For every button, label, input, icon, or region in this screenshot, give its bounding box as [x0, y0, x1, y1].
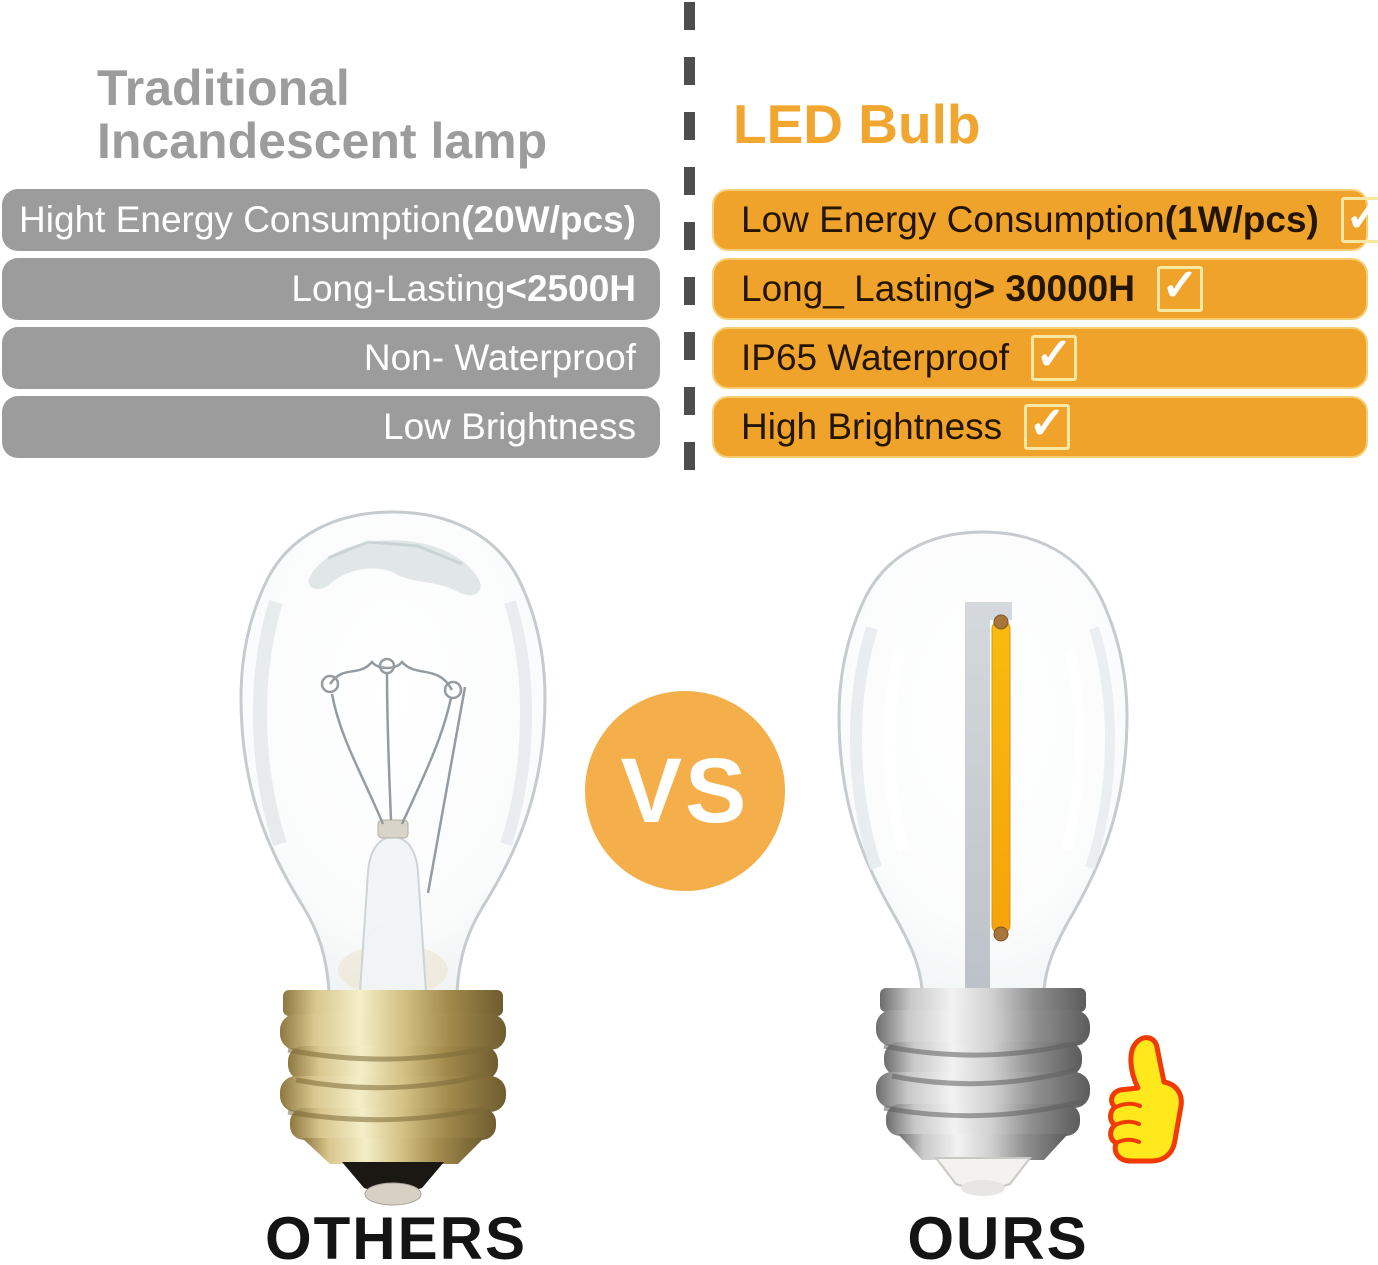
feature-text: IP65 Waterproof	[741, 337, 1010, 378]
feature-bar-non-waterproof: Non- Waterproof	[2, 327, 660, 389]
feature-text: Low Energy Consumption	[741, 199, 1165, 240]
thumbs-up-icon	[1108, 1035, 1184, 1164]
vs-label: VS	[620, 739, 750, 842]
feature-text-bold: <2500H	[505, 268, 636, 309]
traditional-feature-list: Hight Energy Consumption (20W/pcs) Long-L…	[2, 189, 660, 458]
check-glyph: ✓	[1035, 330, 1073, 379]
checkbox-checked-icon: ✓	[1031, 330, 1078, 381]
feature-bar-high-brightness: High Brightness ✓	[712, 396, 1368, 458]
feature-bar-long-life: Long_ Lasting > 30000H ✓	[712, 258, 1368, 320]
feature-bar-waterproof: IP65 Waterproof ✓	[712, 327, 1368, 389]
feature-text-bold: (20W/pcs)	[461, 199, 636, 240]
checkbox-checked-icon: ✓	[1340, 192, 1378, 243]
feature-text: Hight Energy Consumption	[19, 199, 462, 240]
led-bulb-title: LED Bulb	[733, 93, 981, 155]
feature-text: Non- Waterproof	[363, 337, 636, 378]
feature-text: Long_ Lasting	[741, 268, 974, 309]
vs-badge: VS	[585, 691, 785, 891]
checkbox-checked-icon: ✓	[1024, 399, 1071, 450]
title-line-1: Traditional	[97, 60, 350, 116]
title-line-2: Incandescent lamp	[97, 113, 548, 169]
feature-bar-high-energy: Hight Energy Consumption (20W/pcs)	[2, 189, 660, 251]
check-glyph: ✓	[1345, 192, 1378, 241]
feature-text: Low Brightness	[383, 406, 636, 447]
caption-others: OTHERS	[264, 1205, 528, 1265]
feature-text: High Brightness	[741, 406, 1003, 447]
feature-text-bold: > 30000H	[973, 268, 1135, 309]
feature-bar-low-energy: Low Energy Consumption (1W/pcs) ✓	[712, 189, 1378, 251]
led-bulb-image	[837, 530, 1129, 1196]
incandescent-bulb-image	[239, 510, 547, 1206]
feature-text: Long-Lasting	[291, 268, 506, 309]
checkbox-checked-icon: ✓	[1156, 261, 1203, 312]
check-glyph: ✓	[1161, 261, 1199, 310]
dashed-divider	[684, 2, 695, 470]
traditional-lamp-title: Traditional Incandescent lamp	[97, 62, 547, 168]
check-glyph: ✓	[1028, 399, 1066, 448]
feature-bar-low-brightness: Low Brightness	[2, 396, 660, 458]
feature-bar-short-life: Long-Lasting <2500H	[2, 258, 660, 320]
feature-text-bold: (1W/pcs)	[1164, 199, 1319, 240]
led-feature-list: Low Energy Consumption (1W/pcs) ✓ Long_ La…	[712, 189, 1378, 458]
caption-ours: OURS	[907, 1205, 1089, 1265]
